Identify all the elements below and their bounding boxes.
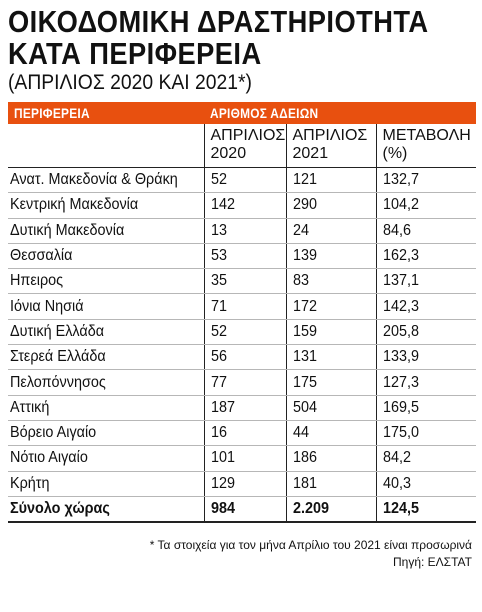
apr2020-cell: 56 — [203, 344, 286, 371]
change-cell: 124,5 — [375, 496, 476, 524]
apr2020-cell: 984 — [203, 496, 286, 524]
table-row: Θεσσαλία 53 139 162,3 — [8, 243, 476, 270]
change-cell: 84,2 — [375, 445, 476, 472]
table-row: Νότιο Αιγαίο 101 186 84,2 — [8, 445, 476, 472]
change-cell: 132,7 — [375, 167, 476, 194]
apr2021-cell: 83 — [285, 268, 376, 295]
apr2021-cell: 2.209 — [285, 496, 376, 524]
change-cell: 169,5 — [375, 395, 476, 421]
table-row: Κρήτη 129 181 40,3 — [8, 471, 476, 497]
table-row: Ανατ. Μακεδονία & Θράκη 52 121 132,7 — [8, 167, 476, 194]
subtitle: (ΑΠΡΙΛΙΟΣ 2020 ΚΑΙ 2021*) — [8, 71, 252, 94]
title-line-2: ΚΑΤΑ ΠΕΡΙΦΕΡΕΙΑ — [8, 36, 262, 71]
column-header-blank — [8, 124, 204, 168]
region-cell: Πελοπόννησος — [8, 369, 204, 396]
region-cell: Ηπειρος — [8, 268, 204, 295]
region-cell: Ανατ. Μακεδονία & Θράκη — [8, 167, 204, 194]
apr2020-cell: 13 — [203, 218, 286, 244]
apr2021-cell: 44 — [285, 420, 376, 447]
apr2020-cell: 129 — [203, 471, 286, 497]
change-cell: 84,6 — [375, 218, 476, 244]
apr2021-cell: 186 — [285, 445, 376, 472]
apr2020-cell: 52 — [203, 319, 286, 346]
apr2020-cell: 53 — [203, 243, 286, 270]
band-region-label: ΠΕΡΙΦΕΡΕΙΑ — [8, 102, 204, 124]
table-row: Ιόνια Νησιά 71 172 142,3 — [8, 293, 476, 320]
column-header-apr2021: ΑΠΡΙΛΙΟΣ 2021 — [285, 124, 376, 168]
apr2021-cell: 159 — [285, 319, 376, 346]
apr2020-cell: 101 — [203, 445, 286, 472]
apr2021-cell: 290 — [285, 192, 376, 219]
footnote: * Τα στοιχεία για τον μήνα Απρίλιο του 2… — [8, 537, 476, 571]
region-cell: Δυτική Ελλάδα — [8, 319, 204, 346]
footnote-note: * Τα στοιχεία για τον μήνα Απρίλιο του 2… — [149, 538, 472, 553]
region-cell: Σύνολο χώρας — [8, 496, 204, 524]
apr2021-cell: 121 — [285, 167, 376, 194]
band-permits-label: ΑΡΙΘΜΟΣ ΑΔΕΙΩΝ — [204, 102, 476, 124]
apr2020-cell: 35 — [203, 268, 286, 295]
apr2021-cell: 175 — [285, 369, 376, 396]
region-cell: Κεντρική Μακεδονία — [8, 192, 204, 219]
table-body: Ανατ. Μακεδονία & Θράκη 52 121 132,7 Κεντρικ… — [8, 167, 476, 524]
apr2021-cell: 504 — [285, 395, 376, 421]
region-cell: Βόρειο Αιγαίο — [8, 420, 204, 447]
region-cell: Αττική — [8, 395, 204, 421]
table-row: Δυτική Ελλάδα 52 159 205,8 — [8, 319, 476, 346]
apr2020-cell: 187 — [203, 395, 286, 421]
change-cell: 133,9 — [375, 344, 476, 371]
change-cell: 142,3 — [375, 293, 476, 320]
change-cell: 104,2 — [375, 192, 476, 219]
table-row: Δυτική Μακεδονία 13 24 84,6 — [8, 218, 476, 244]
apr2020-cell: 16 — [203, 420, 286, 447]
region-cell: Κρήτη — [8, 471, 204, 497]
apr2021-cell: 181 — [285, 471, 376, 497]
change-cell: 137,1 — [375, 268, 476, 295]
change-cell: 175,0 — [375, 420, 476, 447]
change-cell: 205,8 — [375, 319, 476, 346]
column-header-apr2020: ΑΠΡΙΛΙΟΣ 2020 — [203, 124, 286, 168]
table-row: Στερεά Ελλάδα 56 131 133,9 — [8, 344, 476, 371]
apr2021-cell: 139 — [285, 243, 376, 270]
apr2021-cell: 172 — [285, 293, 376, 320]
apr2021-cell: 24 — [285, 218, 376, 244]
table-band: ΠΕΡΙΦΕΡΕΙΑ ΑΡΙΘΜΟΣ ΑΔΕΙΩΝ — [8, 102, 476, 124]
column-headers: ΑΠΡΙΛΙΟΣ 2020 ΑΠΡΙΛΙΟΣ 2021 ΜΕΤΑΒΟΛΗ (%) — [8, 124, 476, 168]
region-cell: Ιόνια Νησιά — [8, 293, 204, 320]
title-line-1: ΟΙΚΟΔΟΜΙΚΗ ΔΡΑΣΤΗΡΙΟΤΗΤΑ — [8, 4, 429, 39]
table-row: Πελοπόννησος 77 175 127,3 — [8, 369, 476, 396]
region-cell: Στερεά Ελλάδα — [8, 344, 204, 371]
total-row: Σύνολο χώρας 984 2.209 124,5 — [8, 496, 476, 524]
footnote-source: Πηγή: ΕΛΣΤΑΤ — [392, 555, 472, 570]
apr2020-cell: 71 — [203, 293, 286, 320]
region-cell: Θεσσαλία — [8, 243, 204, 270]
change-cell: 162,3 — [375, 243, 476, 270]
apr2021-cell: 131 — [285, 344, 376, 371]
permits-table: ΠΕΡΙΦΕΡΕΙΑ ΑΡΙΘΜΟΣ ΑΔΕΙΩΝ ΑΠΡΙΛΙΟΣ 2020 Α… — [8, 102, 476, 524]
apr2020-cell: 142 — [203, 192, 286, 219]
column-header-change: ΜΕΤΑΒΟΛΗ (%) — [375, 124, 476, 168]
change-cell: 127,3 — [375, 369, 476, 396]
region-cell: Νότιο Αιγαίο — [8, 445, 204, 472]
apr2020-cell: 77 — [203, 369, 286, 396]
table-row: Κεντρική Μακεδονία 142 290 104,2 — [8, 192, 476, 219]
region-cell: Δυτική Μακεδονία — [8, 218, 204, 244]
table-row: Αττική 187 504 169,5 — [8, 395, 476, 421]
table-row: Βόρειο Αιγαίο 16 44 175,0 — [8, 420, 476, 447]
table-row: Ηπειρος 35 83 137,1 — [8, 268, 476, 295]
change-cell: 40,3 — [375, 471, 476, 497]
apr2020-cell: 52 — [203, 167, 286, 194]
